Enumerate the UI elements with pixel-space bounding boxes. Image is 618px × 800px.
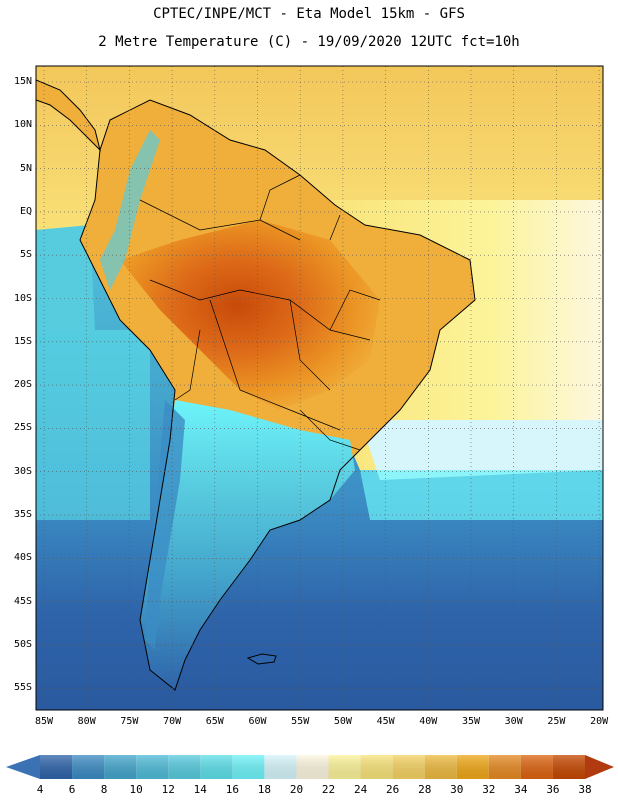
lat-tick-label: 5S [19, 249, 32, 261]
falkland-islands [246, 653, 277, 665]
lat-tick-label: 55S [13, 682, 32, 694]
colorbar-tick-label: 36 [546, 783, 560, 796]
colorbar-tick-label: 14 [193, 783, 207, 796]
colorbar-tick-label: 18 [257, 783, 272, 796]
colorbar-tick-label: 4 [36, 783, 44, 796]
lat-tick-label: 50S [13, 638, 32, 650]
lat-tick-label: EQ [19, 205, 32, 217]
lon-tick-label: 20W [590, 716, 609, 727]
lat-tick-label: 10N [13, 119, 32, 131]
lat-tick-label: 20S [13, 379, 32, 391]
colorbar-tick-label: 26 [386, 783, 400, 796]
country-borders [139, 174, 381, 451]
lon-tick-label: 25W [547, 716, 566, 727]
colorbar-left-arrow [6, 755, 40, 779]
plot-frame [35, 65, 604, 711]
colorbar [6, 755, 614, 779]
central-america [36, 79, 101, 152]
coastline [79, 99, 476, 691]
colorbar-tick-label: 16 [225, 783, 239, 796]
lat-tick-label: 15S [13, 335, 32, 347]
lon-tick-label: 75W [120, 716, 139, 727]
colorbar-tick-label: 22 [321, 783, 336, 796]
lat-tick-label: 35S [13, 509, 32, 520]
graticule [36, 66, 603, 710]
lat-tick-label: 10S [13, 292, 32, 304]
plot-area [36, 66, 603, 710]
lat-tick-label: 25S [13, 422, 32, 434]
colorbar-tick-label: 38 [578, 783, 592, 796]
map-title-line-1: CPTEC/INPE/MCT - Eta Model 15km - GFS [153, 6, 465, 22]
lon-tick-label: 65W [205, 716, 224, 727]
southern-cone-cool [140, 400, 355, 690]
colorbar-tick-label: 32 [482, 783, 496, 796]
lon-tick-label: 50W [333, 716, 352, 727]
colorbar-tick-label: 6 [68, 783, 76, 796]
lon-tick-label: 45W [376, 716, 395, 727]
colorbar-right-arrow [585, 755, 614, 779]
lat-tick-label: 40S [13, 552, 32, 564]
andes-north-strip [100, 130, 160, 290]
lat-tick-label: 15N [13, 76, 32, 87]
colorbar-tick-label: 30 [450, 783, 464, 796]
lon-tick-label: 30W [504, 716, 523, 727]
lon-tick-label: 85W [34, 716, 54, 727]
colorbar-tick-label: 34 [514, 783, 528, 796]
map-title-line-2: 2 Metre Temperature (C) - 19/09/2020 12U… [98, 34, 520, 50]
lon-tick-label: 35W [461, 716, 481, 727]
lon-tick-label: 70W [163, 716, 182, 727]
colorbar-tick-label: 20 [289, 783, 304, 796]
lat-tick-label: 45S [13, 595, 32, 607]
lon-tick-label: 40W [419, 716, 438, 727]
colorbar-shading [40, 755, 585, 779]
hot-interior [120, 220, 380, 410]
colorbar-tick-label: 8 [100, 783, 108, 796]
lon-tick-label: 60W [248, 716, 267, 727]
lat-tick-label: 5N [19, 162, 32, 174]
andes-cold-strip [145, 400, 185, 650]
lon-tick-label: 55W [291, 716, 310, 727]
lat-tick-label: 30S [13, 465, 32, 477]
lon-tick-label: 80W [77, 716, 96, 727]
colorbar-tick-label: 10 [129, 783, 143, 796]
colorbar-tick-label: 24 [353, 783, 368, 796]
colorbar-tick-label: 12 [161, 783, 175, 796]
colorbar-tick-label: 28 [418, 783, 432, 796]
